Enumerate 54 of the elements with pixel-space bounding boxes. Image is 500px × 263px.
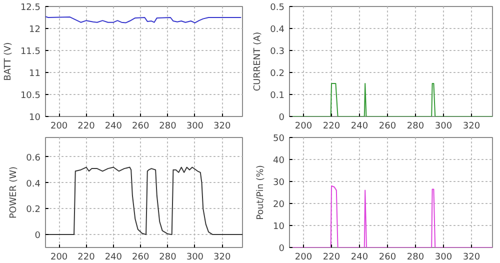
x-tick-label: 260 bbox=[378, 252, 396, 262]
x-tick-label: 200 bbox=[294, 252, 312, 262]
x-tick-label: 240 bbox=[350, 122, 368, 132]
y-tick-label: 0.6 bbox=[26, 153, 41, 164]
x-tick-label: 300 bbox=[186, 252, 204, 262]
x-tick-label: 220 bbox=[78, 252, 96, 262]
x-tick-label: 220 bbox=[322, 252, 340, 262]
y-tick-label: 12.5 bbox=[20, 3, 41, 13]
y-tick-label: 0.3 bbox=[270, 47, 285, 57]
x-tick-label: 320 bbox=[462, 252, 480, 262]
x-tick-label: 240 bbox=[350, 252, 368, 262]
y-tick-label: 30 bbox=[273, 178, 285, 188]
x-tick-label: 280 bbox=[159, 122, 177, 132]
x-tick-label: 220 bbox=[78, 122, 96, 132]
x-tick-label: 260 bbox=[132, 122, 150, 132]
x-tick-label: 220 bbox=[322, 122, 340, 132]
x-tick-label: 300 bbox=[434, 122, 452, 132]
y-tick-label: 10.5 bbox=[20, 91, 41, 101]
x-tick-label: 200 bbox=[294, 122, 312, 132]
y-tick-label: 10 bbox=[29, 113, 41, 123]
x-tick-label: 240 bbox=[104, 122, 122, 132]
y-tick-label: 40 bbox=[273, 156, 285, 166]
y-tick-label: 0.4 bbox=[270, 25, 285, 35]
x-tick-label: 240 bbox=[104, 252, 122, 262]
y-axis-title: CURRENT (A) bbox=[253, 32, 264, 92]
x-tick-label: 260 bbox=[132, 252, 150, 262]
y-tick-label: 0.1 bbox=[270, 91, 285, 101]
y-tick-label: 0.2 bbox=[270, 69, 285, 79]
x-tick-label: 200 bbox=[50, 252, 68, 262]
y-tick-label: 0 bbox=[278, 113, 285, 123]
y-tick-label: 0.2 bbox=[26, 205, 41, 216]
y-tick-label: 10 bbox=[273, 222, 285, 232]
x-tick-label: 300 bbox=[434, 252, 452, 262]
y-tick-label: 0 bbox=[278, 244, 285, 254]
y-tick-label: 12 bbox=[29, 25, 40, 35]
x-tick-label: 300 bbox=[186, 122, 204, 132]
x-tick-label: 200 bbox=[50, 122, 68, 132]
y-axis-title: Pout/Pin (%) bbox=[256, 165, 266, 220]
y-axis-title: BATT (V) bbox=[3, 42, 14, 81]
y-tick-label: 20 bbox=[273, 200, 285, 210]
x-tick-label: 320 bbox=[214, 252, 231, 262]
y-tick-label: 11.5 bbox=[20, 47, 41, 57]
x-tick-label: 280 bbox=[159, 252, 177, 262]
x-tick-label: 260 bbox=[378, 122, 396, 132]
y-tick-label: 0.5 bbox=[270, 3, 285, 13]
x-tick-label: 320 bbox=[462, 122, 480, 132]
y-tick-label: 0 bbox=[34, 231, 41, 242]
y-tick-label: 11 bbox=[29, 69, 40, 79]
y-tick-label: 50 bbox=[273, 134, 285, 144]
x-tick-label: 280 bbox=[406, 122, 424, 132]
y-tick-label: 0.4 bbox=[26, 179, 41, 190]
x-tick-label: 320 bbox=[214, 122, 231, 132]
y-axis-title: POWER (W) bbox=[9, 166, 20, 219]
x-tick-label: 280 bbox=[406, 252, 424, 262]
